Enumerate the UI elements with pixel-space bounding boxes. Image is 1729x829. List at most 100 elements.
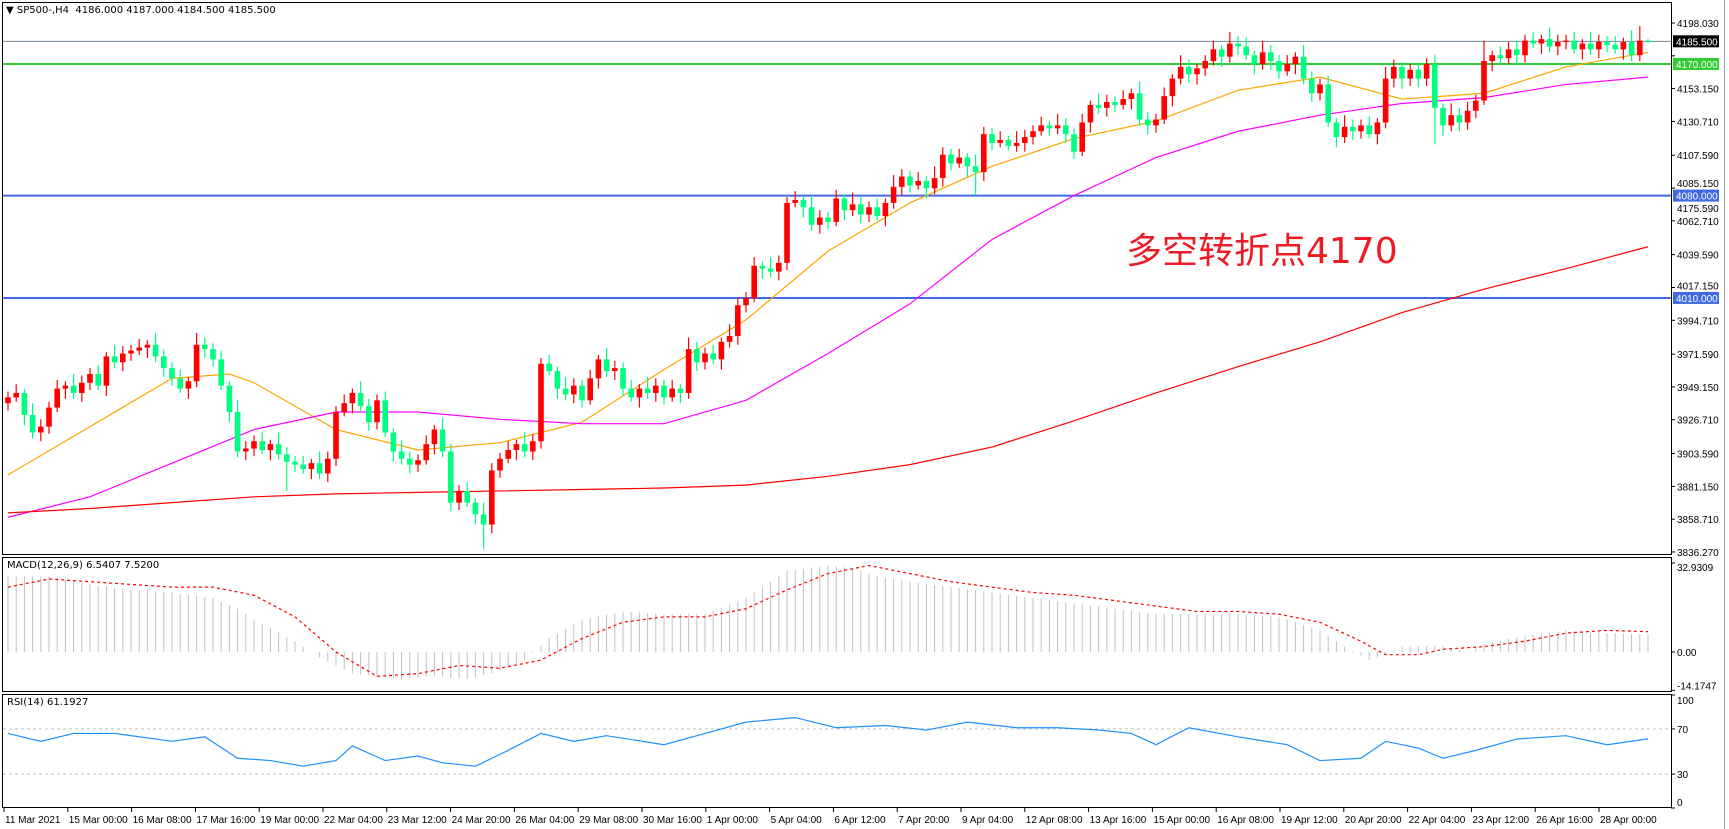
candle-body	[5, 397, 11, 404]
candle-body	[620, 368, 626, 389]
candle	[1013, 131, 1020, 152]
candle	[1038, 116, 1044, 136]
candle-body	[1432, 63, 1438, 108]
candle	[1005, 135, 1012, 151]
candle-body	[940, 154, 946, 179]
candle	[398, 439, 405, 465]
candle-body	[1046, 125, 1053, 129]
candle-body	[1300, 56, 1307, 79]
candle-body	[79, 382, 85, 393]
candle-body	[1497, 55, 1504, 59]
candle	[866, 201, 872, 222]
candle-body	[735, 305, 741, 336]
candle-body	[1423, 63, 1430, 79]
candle-body	[1645, 40, 1651, 42]
candle-body	[1112, 102, 1118, 105]
main-pane-border	[2, 2, 1672, 555]
candle-body	[259, 441, 265, 451]
triangle-down-icon[interactable]: ▼	[6, 5, 17, 16]
candle-body	[1415, 69, 1422, 79]
candle	[234, 400, 241, 458]
candle-body	[38, 426, 44, 433]
time-tick-label: 16 Apr 08:00	[1217, 815, 1274, 826]
candle-body	[1005, 140, 1012, 146]
candle-body	[448, 451, 454, 503]
candle	[825, 211, 831, 230]
candle-body	[87, 373, 93, 383]
candle-body	[1161, 96, 1167, 120]
candle	[1456, 107, 1463, 132]
rsi-label: RSI(14) 61.1927	[7, 697, 89, 708]
candle-body	[243, 448, 249, 452]
candle-body	[1243, 46, 1249, 56]
candle	[341, 394, 347, 417]
candle-body	[505, 450, 511, 459]
candle-body	[1268, 52, 1274, 62]
price-tick-label: 4198.030	[1677, 19, 1719, 30]
candle	[1333, 118, 1340, 148]
candle-body	[1448, 115, 1454, 126]
candle	[161, 349, 167, 377]
candle	[300, 455, 306, 474]
candle-body	[341, 403, 347, 412]
time-tick-label: 30 Mar 16:00	[643, 815, 702, 826]
ohlc-readout: 4186.000 4187.000 4184.500 4185.500	[75, 5, 276, 16]
candle	[554, 366, 561, 399]
candle-body	[1555, 42, 1561, 47]
price-tick-label: 3903.590	[1677, 450, 1719, 461]
symbol-label: SP500-,H4	[16, 5, 70, 16]
candle	[1620, 37, 1627, 60]
candle	[1489, 50, 1495, 72]
price-tick-label: 3836.270	[1677, 548, 1719, 559]
price-tick-label: 3949.150	[1677, 383, 1719, 394]
candle-body	[653, 385, 659, 393]
candle	[882, 198, 889, 227]
candle-body	[152, 344, 159, 357]
candle-body	[398, 451, 405, 459]
candle-body	[1391, 66, 1397, 79]
candle	[1128, 88, 1135, 110]
candle-body	[1358, 125, 1364, 132]
candle-body	[751, 265, 757, 298]
price-tick-label: 3881.150	[1677, 482, 1719, 493]
candle	[1268, 44, 1274, 70]
candle-body	[956, 157, 962, 164]
candle-body	[193, 344, 200, 382]
chart-header: ▼ SP500-,H4 4186.000 4187.000 4184.500 4…	[6, 5, 276, 16]
candle-body	[931, 178, 938, 189]
time-axis: 11 Mar 2021 15 Mar 00:00 16 Mar 08:00 17 Ma…	[3, 808, 1657, 826]
macd-pane-border	[2, 557, 1672, 692]
candle-body	[111, 356, 118, 363]
candle-body	[1276, 61, 1282, 72]
candle	[1391, 59, 1397, 88]
candle	[284, 447, 290, 491]
candle-body	[554, 371, 561, 389]
candle-body	[743, 297, 749, 306]
horizontal-levels	[3, 40, 1671, 299]
candle-body	[669, 388, 675, 398]
time-tick-label: 13 Apr 16:00	[1090, 815, 1147, 826]
candle-body	[726, 335, 733, 342]
candle-body	[472, 502, 479, 515]
candle	[1596, 34, 1602, 59]
candle	[964, 153, 971, 177]
candle-body	[562, 388, 569, 395]
candle-body	[1259, 52, 1266, 64]
candle	[120, 346, 126, 372]
candle-body	[776, 262, 782, 272]
candle	[366, 398, 372, 431]
candle-body	[1325, 84, 1331, 123]
candle	[1292, 52, 1299, 75]
candle	[136, 338, 142, 355]
candle-body	[587, 378, 593, 401]
candle	[1546, 27, 1553, 53]
candle	[1284, 55, 1290, 76]
candle	[1317, 78, 1323, 101]
candle-body	[357, 392, 364, 407]
candle-body	[1104, 102, 1110, 108]
candle	[21, 388, 28, 426]
candle	[464, 482, 470, 508]
candle-body	[333, 411, 339, 459]
candle-body	[1620, 42, 1627, 50]
